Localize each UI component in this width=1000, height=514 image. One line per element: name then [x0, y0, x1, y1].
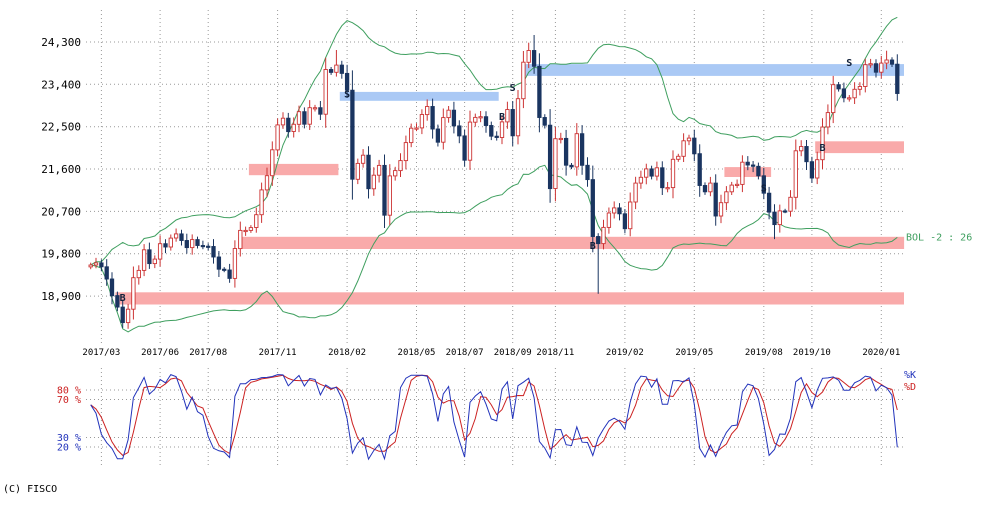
stoch-tick-label: 20 % — [57, 443, 81, 454]
stoch-legend-k: %K — [904, 370, 916, 381]
sell-marker: S — [846, 58, 852, 69]
candlestick-bollinger-chart: 24,300 23,400 22,500 21,600 20,700 19,800 18,9… — [41, 10, 972, 358]
copyright-label: (C) FISCO — [3, 484, 58, 495]
y-axis-tick-label: 24,300 — [41, 36, 81, 49]
weekly-candles — [88, 35, 900, 329]
x-axis-date-label: 2017/06 — [141, 348, 179, 358]
x-axis-date-label: 2019/08 — [745, 348, 783, 358]
buy-marker: B — [590, 241, 596, 252]
x-axis-date-label: 2017/08 — [189, 348, 227, 358]
signal-zones — [115, 64, 905, 305]
y-axis-tick-label: 23,400 — [41, 78, 81, 91]
x-axis-date-label: 2019/10 — [793, 348, 831, 358]
stoch-tick-label: 30 % — [57, 433, 81, 444]
sell-marker: S — [344, 90, 350, 101]
x-axis-date-label: 2018/05 — [398, 348, 436, 358]
pink-zone — [238, 236, 905, 249]
x-axis-date-label: 2018/02 — [328, 348, 366, 358]
pink-zone — [815, 141, 904, 154]
x-axis-date-label: 2017/03 — [82, 348, 120, 358]
y-axis-tick-label: 20,700 — [41, 205, 81, 218]
buy-marker: B — [819, 143, 825, 154]
trade-signal-markers: B S B S B S B S — [120, 58, 853, 304]
bollinger-lower-line — [90, 164, 898, 333]
x-axis-date-label: 2020/01 — [862, 348, 900, 358]
x-axis-date-label: 2018/11 — [536, 348, 574, 358]
percent-k-line — [90, 373, 898, 461]
bollinger-upper-line — [90, 16, 898, 266]
stoch-legend-d: %D — [904, 382, 916, 393]
percent-d-line — [90, 374, 898, 457]
blue-zone — [521, 64, 904, 76]
pink-zone — [115, 292, 904, 305]
bollinger-annotation: BOL -2 : 26 — [906, 232, 972, 243]
y-axis-tick-label: 22,500 — [41, 121, 81, 134]
x-axis-date-label: 2019/02 — [606, 348, 644, 358]
buy-marker: B — [120, 293, 126, 304]
x-axis-date-label: 2018/07 — [446, 348, 484, 358]
main-grid: 24,300 23,400 22,500 21,600 20,700 19,800 18,9… — [41, 10, 904, 358]
x-axis-date-label: 2017/11 — [259, 348, 297, 358]
pink-zone — [248, 163, 339, 176]
pink-zone — [724, 167, 772, 177]
y-axis-tick-label: 21,600 — [41, 163, 81, 176]
stoch-grid: 80 %70 % 30 %20 % — [57, 368, 904, 468]
y-axis-tick-label: 18,900 — [41, 290, 81, 303]
stoch-tick-label: 70 % — [57, 395, 81, 406]
y-axis-tick-label: 19,800 — [41, 248, 81, 261]
sell-marker: S — [510, 83, 516, 94]
buy-marker: B — [499, 112, 505, 123]
sell-marker: S — [761, 184, 767, 195]
x-axis-date-label: 2018/09 — [494, 348, 532, 358]
x-axis-date-label: 2019/05 — [675, 348, 713, 358]
stoch-tick-label: 80 % — [57, 386, 81, 397]
blue-zone — [339, 91, 499, 101]
stochastic-oscillator-chart: 80 %70 % 30 %20 % %K%D — [57, 368, 916, 468]
